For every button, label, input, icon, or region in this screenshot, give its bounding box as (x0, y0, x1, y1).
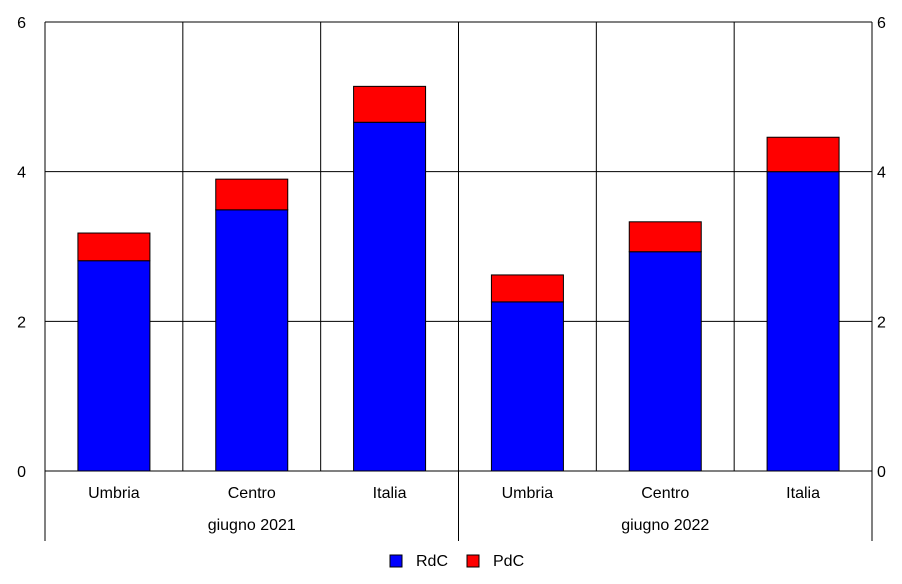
bar-pdc-1 (215, 178, 289, 211)
legend: RdC PdC (389, 553, 524, 570)
bar-rdc-5 (766, 171, 840, 472)
bar-rdc-1 (215, 209, 289, 472)
bar-pdc-4 (628, 221, 702, 253)
x-tick-label-4: Centro (641, 485, 689, 502)
y-axis-right: 0 2 4 6 (877, 15, 886, 481)
bar-pdc-3 (490, 274, 564, 303)
legend-label-rdc: RdC (416, 553, 448, 570)
bar-pdc-5 (766, 136, 840, 173)
x-tick-label-2: Italia (373, 485, 407, 502)
legend-label-pdc: PdC (493, 553, 524, 570)
bars (77, 85, 840, 472)
y-tick-left-2: 4 (17, 165, 26, 182)
y-tick-left-3: 6 (17, 15, 26, 32)
group-label-0: giugno 2021 (208, 517, 296, 534)
y-tick-left-0: 0 (17, 464, 26, 481)
bar-rdc-2 (353, 121, 427, 472)
y-tick-right-1: 2 (877, 314, 886, 331)
y-tick-right-2: 4 (877, 165, 886, 182)
bar-rdc-3 (490, 301, 564, 472)
y-tick-right-3: 6 (877, 15, 886, 32)
bar-pdc-2 (353, 85, 427, 123)
x-tick-label-3: Umbria (502, 485, 554, 502)
x-tick-label-0: Umbria (88, 485, 140, 502)
bar-pdc-0 (77, 232, 151, 262)
y-tick-right-0: 0 (877, 464, 886, 481)
group-label-1: giugno 2022 (621, 517, 709, 534)
grid (45, 21, 872, 472)
bar-rdc-4 (628, 251, 702, 472)
x-axis: Umbria Centro Italia Umbria Centro Italia giug… (44, 471, 873, 541)
y-axis-left: 0 2 4 6 (17, 15, 26, 481)
legend-swatch-pdc (466, 554, 480, 568)
x-tick-label-5: Italia (786, 485, 820, 502)
bar-rdc-0 (77, 260, 151, 472)
y-tick-left-1: 2 (17, 314, 26, 331)
legend-swatch-rdc (389, 554, 403, 568)
x-tick-label-1: Centro (228, 485, 276, 502)
